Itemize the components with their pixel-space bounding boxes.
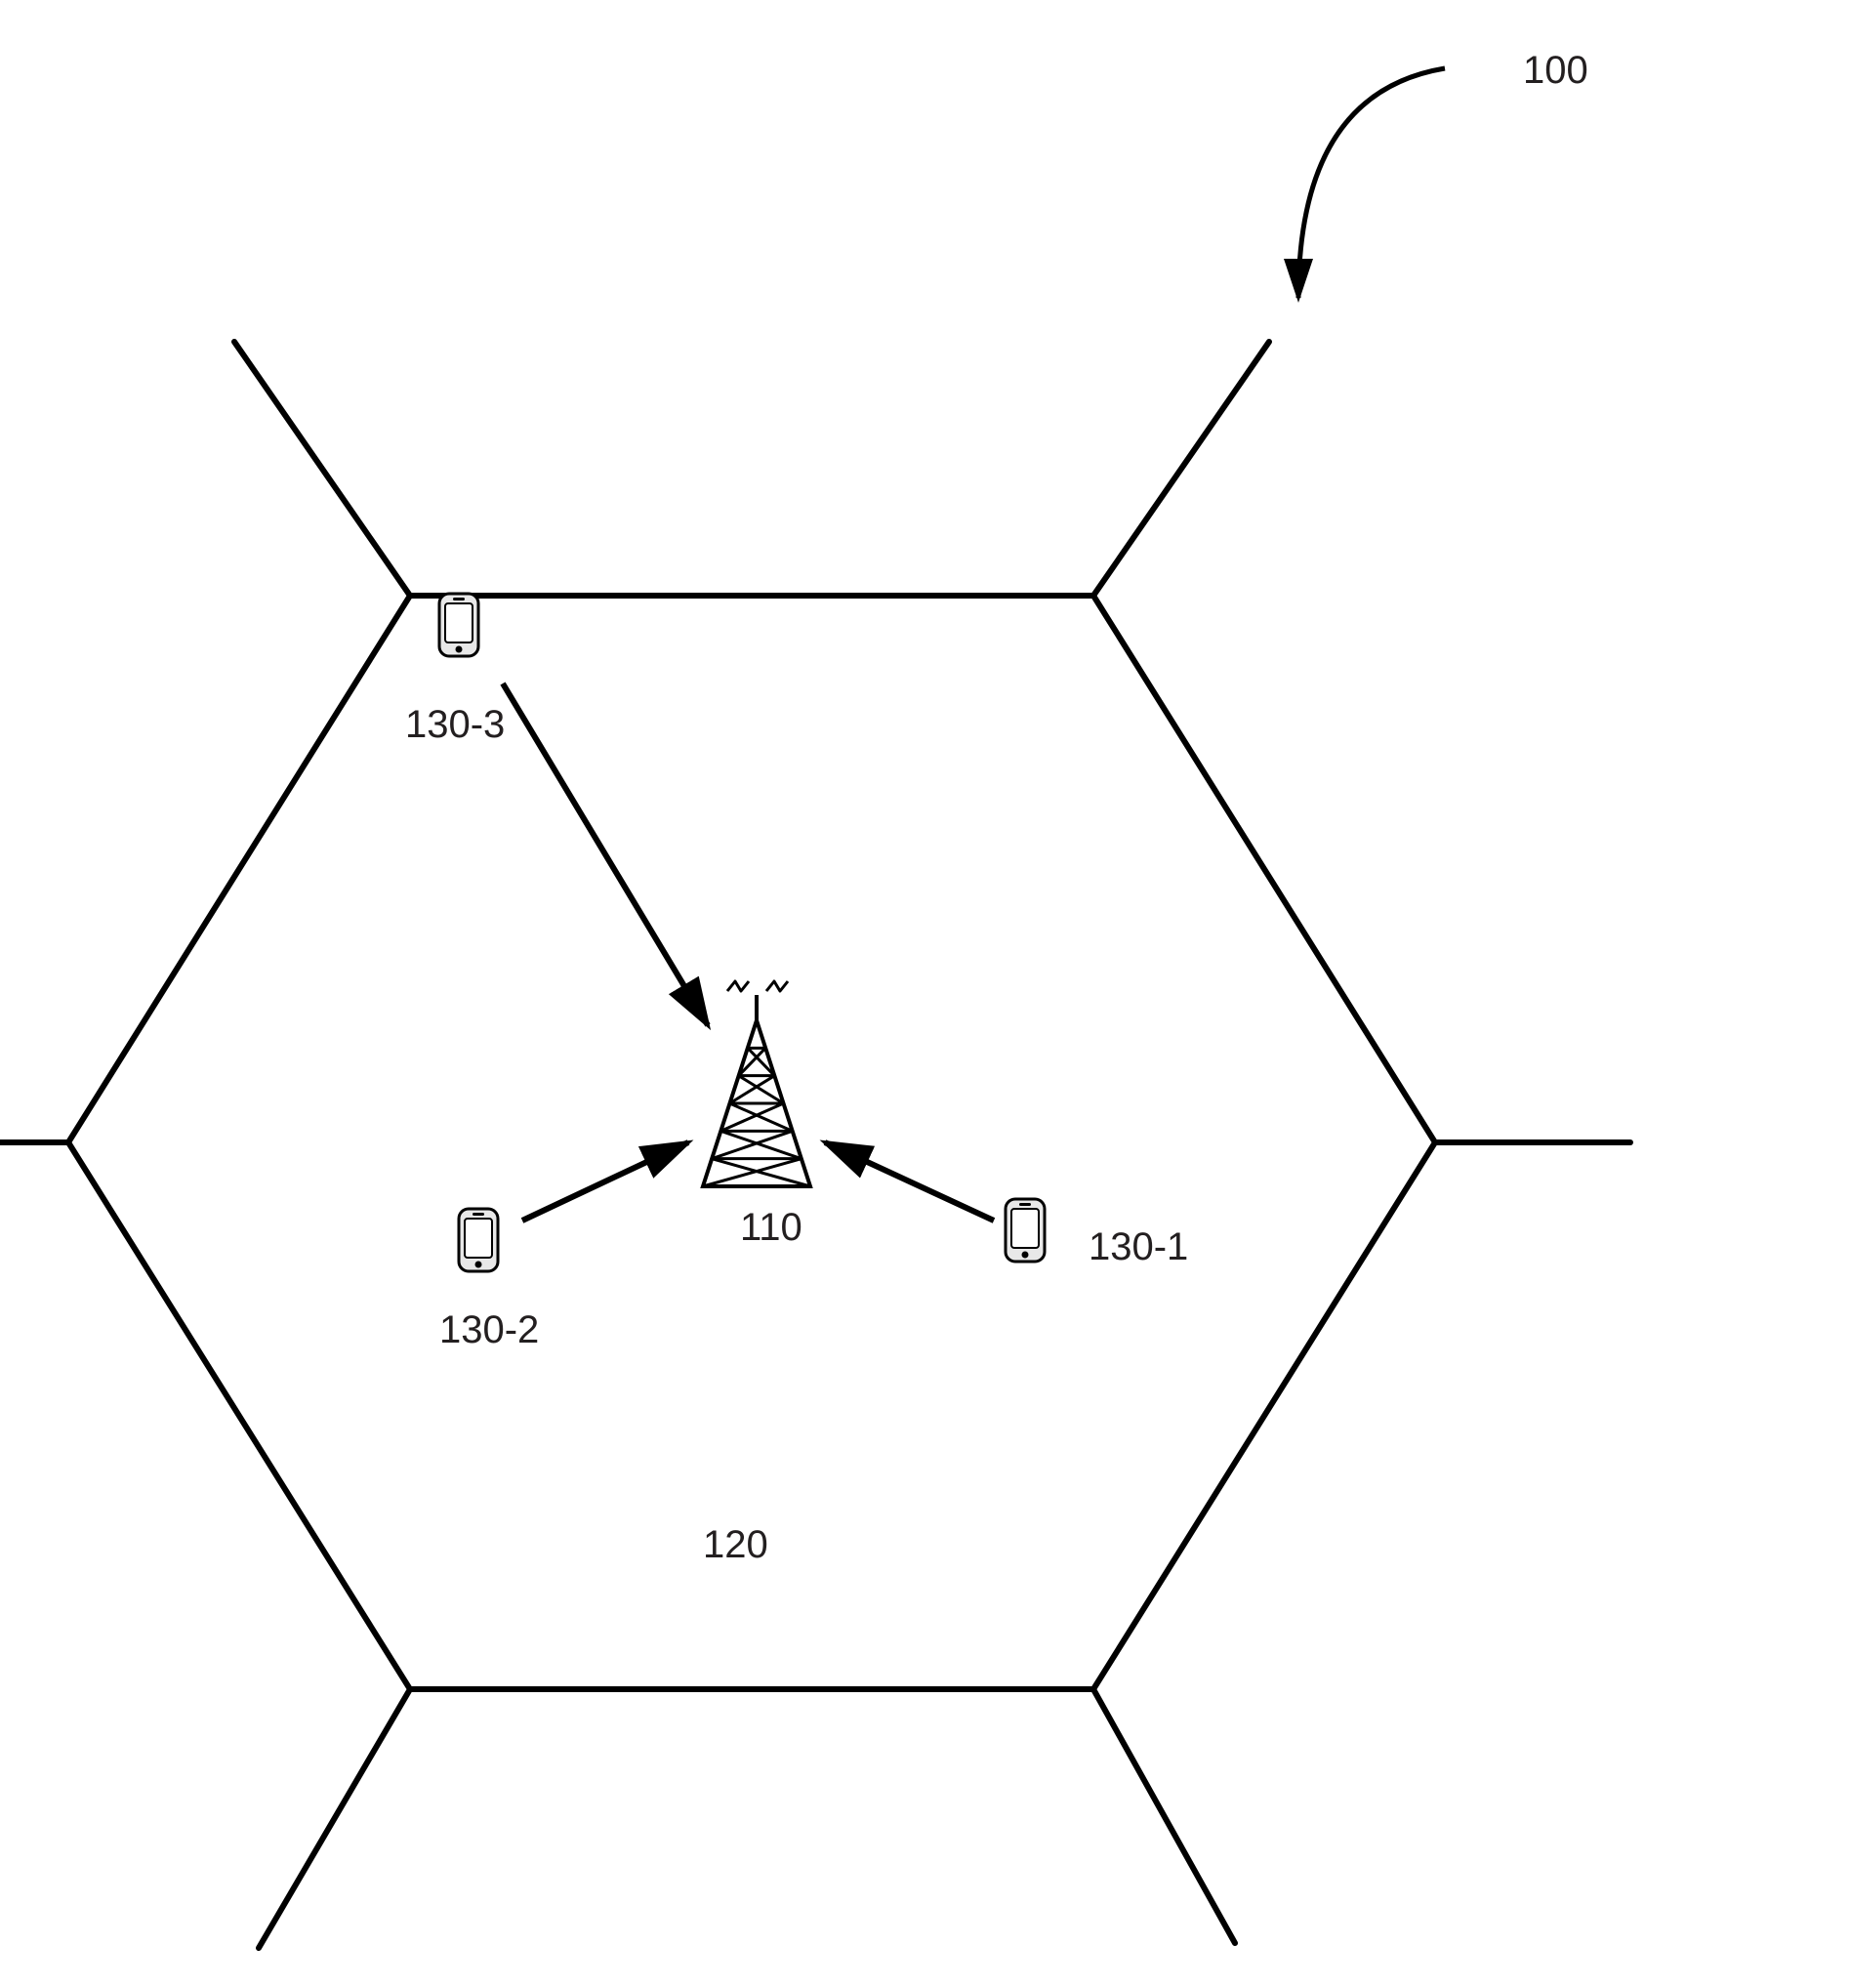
tower-label: 110 — [740, 1206, 802, 1249]
diagram-root: 100 110 120 130-1 130-2 130-3 — [0, 0, 1850, 1988]
base-station-tower — [703, 981, 810, 1186]
phone-icon — [1006, 1199, 1045, 1262]
phone-icon — [439, 594, 478, 656]
diagram-layer: 100 110 120 130-1 130-2 130-3 — [0, 49, 1630, 1948]
uplink-arrow — [825, 1142, 994, 1221]
exterior-edge — [234, 342, 410, 596]
exterior-edge — [1093, 1689, 1235, 1943]
reference-label: 100 — [1523, 49, 1588, 92]
uplink-arrow — [522, 1142, 688, 1221]
exterior-edge — [1093, 342, 1269, 596]
reference-arrow — [1298, 68, 1445, 298]
cell-label: 120 — [703, 1523, 768, 1566]
device-label: 130-1 — [1089, 1225, 1188, 1268]
exterior-edge — [259, 1689, 410, 1948]
phone-icon — [459, 1209, 498, 1271]
uplink-arrow — [503, 683, 708, 1025]
device-label: 130-3 — [405, 703, 505, 746]
diagram-svg: 100 110 120 130-1 130-2 130-3 — [0, 0, 1850, 1988]
device-label: 130-2 — [439, 1308, 539, 1351]
